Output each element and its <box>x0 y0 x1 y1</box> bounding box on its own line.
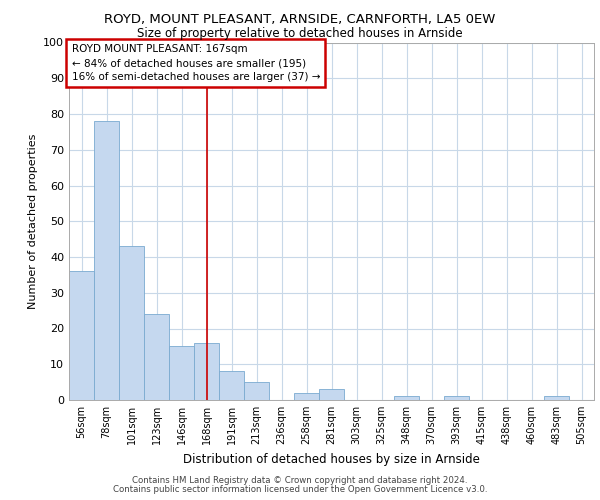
Bar <box>219 372 244 400</box>
Text: Size of property relative to detached houses in Arnside: Size of property relative to detached ho… <box>137 28 463 40</box>
Bar <box>94 121 119 400</box>
Bar <box>244 382 269 400</box>
Bar <box>444 396 469 400</box>
Bar <box>194 343 219 400</box>
Bar <box>169 346 194 400</box>
Bar <box>69 272 94 400</box>
Bar <box>394 396 419 400</box>
Bar <box>119 246 144 400</box>
Y-axis label: Number of detached properties: Number of detached properties <box>28 134 38 309</box>
Text: ROYD MOUNT PLEASANT: 167sqm
← 84% of detached houses are smaller (195)
16% of se: ROYD MOUNT PLEASANT: 167sqm ← 84% of det… <box>71 44 320 82</box>
Text: Contains public sector information licensed under the Open Government Licence v3: Contains public sector information licen… <box>113 485 487 494</box>
Bar <box>544 396 569 400</box>
Bar <box>319 390 344 400</box>
Bar <box>294 393 319 400</box>
Bar <box>144 314 169 400</box>
Text: Contains HM Land Registry data © Crown copyright and database right 2024.: Contains HM Land Registry data © Crown c… <box>132 476 468 485</box>
Text: ROYD, MOUNT PLEASANT, ARNSIDE, CARNFORTH, LA5 0EW: ROYD, MOUNT PLEASANT, ARNSIDE, CARNFORTH… <box>104 12 496 26</box>
X-axis label: Distribution of detached houses by size in Arnside: Distribution of detached houses by size … <box>183 452 480 466</box>
